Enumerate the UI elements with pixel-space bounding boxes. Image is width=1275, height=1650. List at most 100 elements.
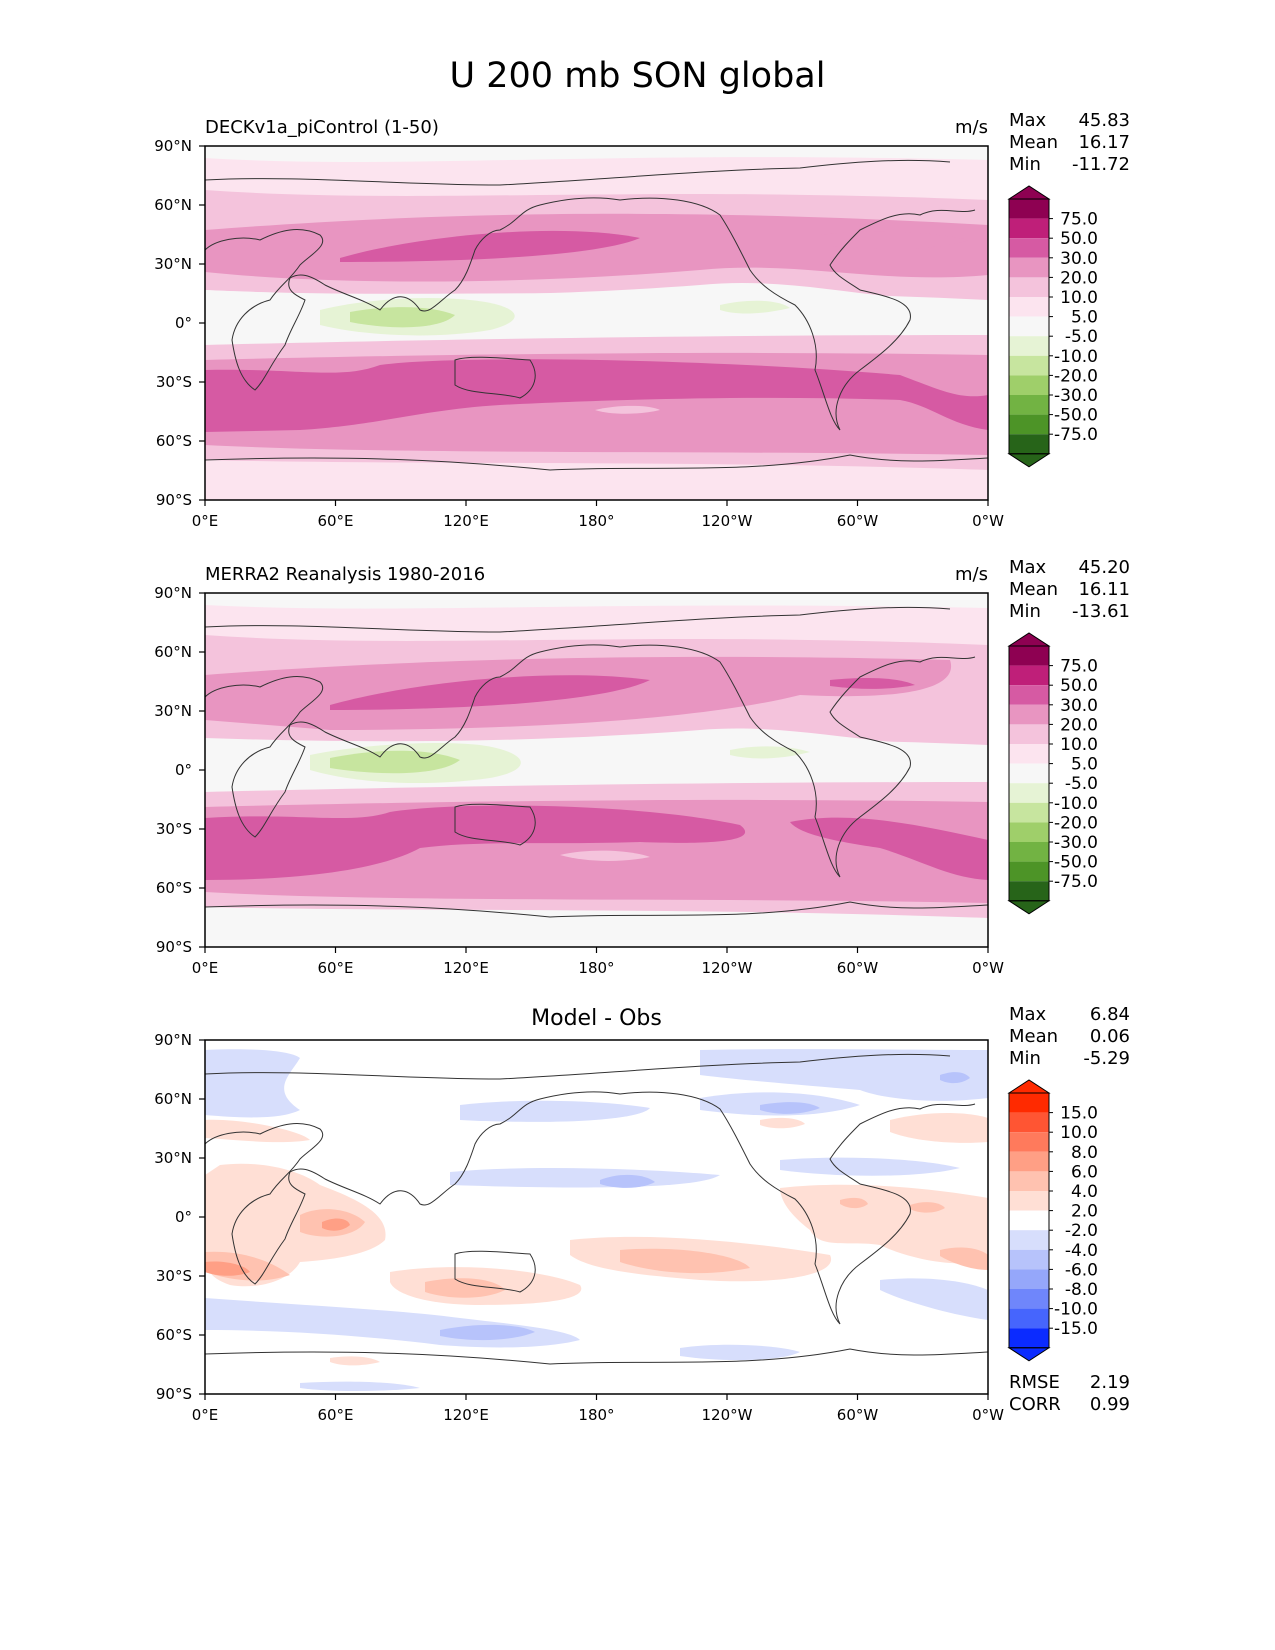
ytick-label: 30°S bbox=[156, 820, 192, 838]
colorbar-label: 20.0 bbox=[1060, 715, 1098, 735]
colorbar-bin bbox=[1009, 881, 1049, 901]
colorbar-bin bbox=[1009, 665, 1049, 686]
contour-band bbox=[205, 1261, 250, 1276]
contour-band bbox=[300, 1381, 420, 1391]
colorbar-bin bbox=[1009, 704, 1049, 725]
colorbar-bin bbox=[1009, 842, 1049, 862]
stat-value: 16.11 bbox=[1078, 579, 1130, 600]
colorbar-label: -50.0 bbox=[1054, 853, 1098, 873]
axis-ticks bbox=[199, 592, 989, 953]
colorbar-extend-bottom bbox=[1007, 1347, 1051, 1362]
ytick-label: 60°N bbox=[154, 643, 192, 661]
colorbar-bin bbox=[1009, 1289, 1049, 1309]
figure-title: U 200 mb SON global bbox=[449, 56, 826, 96]
contour-band bbox=[720, 300, 790, 314]
colorbar-label: -6.0 bbox=[1065, 1260, 1098, 1280]
contour-band bbox=[880, 1278, 988, 1320]
coastlines bbox=[205, 606, 988, 918]
colorbar-label: 75.0 bbox=[1060, 210, 1098, 230]
xtick-label: 60°W bbox=[837, 1406, 879, 1424]
contour-band bbox=[760, 1117, 805, 1129]
colorbar-bin bbox=[1009, 434, 1049, 454]
panel1-title: DECKv1a_piControl (1-50) bbox=[205, 117, 439, 138]
colorbar-label: -20.0 bbox=[1054, 366, 1098, 386]
stat-label: RMSE bbox=[1009, 1372, 1060, 1393]
ytick-label: 90°S bbox=[156, 491, 192, 509]
colorbar-label: 15.0 bbox=[1060, 1104, 1098, 1124]
xtick-label: 120°E bbox=[443, 512, 489, 530]
colorbar-label: -8.0 bbox=[1065, 1280, 1098, 1300]
ytick-label: 0° bbox=[175, 761, 192, 779]
colorbar-label: -75.0 bbox=[1054, 872, 1098, 892]
contour-band bbox=[350, 307, 455, 328]
colorbar-bin bbox=[1009, 1308, 1049, 1329]
colorbar-bin bbox=[1009, 1093, 1049, 1113]
stat-value: 45.83 bbox=[1078, 110, 1130, 131]
contour-band bbox=[330, 675, 650, 710]
contour-band bbox=[322, 1218, 350, 1231]
xtick-label: 0°E bbox=[192, 1406, 219, 1424]
colorbar-label: -30.0 bbox=[1054, 386, 1098, 406]
colorbar-bin bbox=[1009, 646, 1049, 666]
contour-band bbox=[205, 1163, 386, 1287]
colorbar-bin bbox=[1009, 257, 1049, 278]
panel3-title: Model - Obs bbox=[531, 1006, 662, 1031]
colorbar-bin bbox=[1009, 199, 1049, 219]
xtick-label: 0°E bbox=[192, 512, 219, 530]
contour-band bbox=[425, 1278, 505, 1298]
xtick-label: 180° bbox=[578, 959, 614, 977]
stat-value: 45.20 bbox=[1078, 557, 1130, 578]
xtick-label: 0°W bbox=[972, 512, 1004, 530]
contour-band bbox=[700, 1049, 988, 1101]
stat-label: Max bbox=[1009, 110, 1047, 131]
colorbar-label: -10.0 bbox=[1054, 347, 1098, 367]
stat-label: Min bbox=[1009, 154, 1041, 175]
colorbar-label: -10.0 bbox=[1054, 1300, 1098, 1320]
stat-label: CORR bbox=[1009, 1394, 1061, 1415]
colorbar-label: 10.0 bbox=[1060, 735, 1098, 755]
colorbar-label: 30.0 bbox=[1060, 249, 1098, 269]
xtick-label: 0°E bbox=[192, 959, 219, 977]
panel3-skill-scores: RMSE 2.19 CORR 0.99 bbox=[1009, 1372, 1130, 1416]
stat-value: -13.61 bbox=[1071, 601, 1130, 622]
colorbar-label: -2.0 bbox=[1065, 1221, 1098, 1241]
contour-band bbox=[340, 230, 640, 262]
colorbar-label: 4.0 bbox=[1071, 1182, 1098, 1202]
panel3-stats: Max 6.84 Mean 0.06 Min -5.29 bbox=[1009, 1004, 1130, 1070]
coastlines bbox=[205, 1053, 988, 1365]
colorbar-label: 20.0 bbox=[1060, 268, 1098, 288]
contour-band bbox=[460, 1100, 650, 1122]
panel2-colorbar: 75.0 50.0 30.0 20.0 10.0 5.0 -5.0 -10.0 … bbox=[1007, 632, 1098, 915]
contour-band bbox=[205, 605, 988, 650]
contour-band bbox=[205, 805, 746, 880]
contour-band bbox=[940, 1072, 970, 1084]
colorbar-bin bbox=[1009, 336, 1049, 356]
colorbar-bin bbox=[1009, 1191, 1049, 1211]
contour-band bbox=[205, 907, 988, 947]
contour-band bbox=[620, 1248, 750, 1274]
contour-band bbox=[440, 1324, 535, 1341]
colorbar-label: -10.0 bbox=[1054, 794, 1098, 814]
stat-value: 0.99 bbox=[1089, 1394, 1130, 1415]
ytick-label: 60°N bbox=[154, 196, 192, 214]
colorbar-label: 10.0 bbox=[1060, 288, 1098, 308]
ytick-label: 30°S bbox=[156, 1267, 192, 1285]
colorbar-bin bbox=[1009, 316, 1049, 337]
ytick-label: 0° bbox=[175, 314, 192, 332]
colorbar-label: -50.0 bbox=[1054, 406, 1098, 426]
colorbar-label: 10.0 bbox=[1060, 1123, 1098, 1143]
axis-ticks bbox=[199, 1039, 989, 1400]
ytick-label: 30°N bbox=[154, 1149, 192, 1167]
xtick-label: 120°E bbox=[443, 1406, 489, 1424]
colorbar-extend-top bbox=[1007, 1079, 1051, 1094]
ytick-label: 90°N bbox=[154, 1031, 192, 1049]
colorbar-label: 50.0 bbox=[1060, 229, 1098, 249]
colorbar-bin bbox=[1009, 724, 1049, 744]
contour-band bbox=[840, 1197, 868, 1209]
colorbar-label: 6.0 bbox=[1071, 1162, 1098, 1182]
contour-band bbox=[595, 405, 660, 414]
colorbar-label: -75.0 bbox=[1054, 425, 1098, 445]
